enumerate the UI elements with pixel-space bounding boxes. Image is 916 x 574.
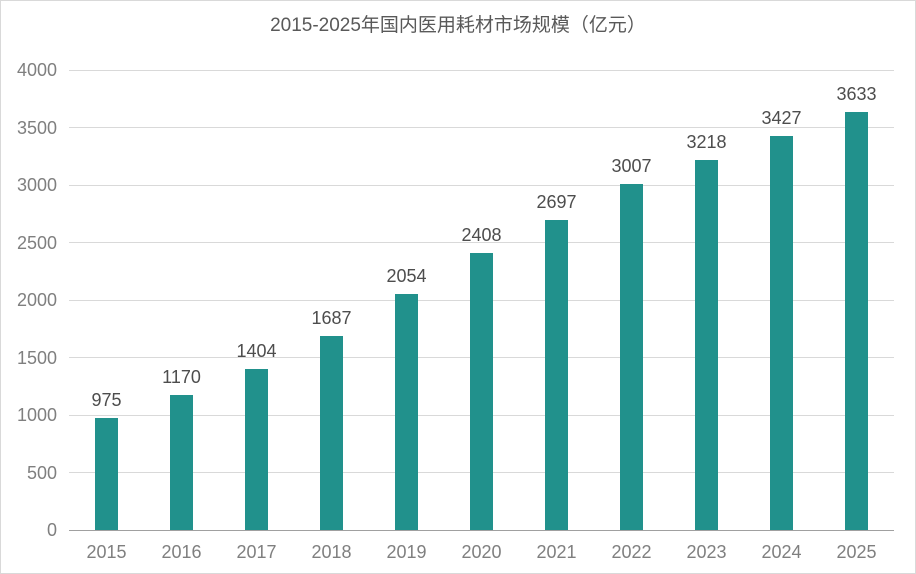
x-axis-tick-label: 2018 <box>311 542 352 562</box>
x-axis-tick-label: 2024 <box>761 542 802 562</box>
x-axis-tick-label: 2019 <box>386 542 427 562</box>
x-axis-tick-label: 2020 <box>461 542 502 562</box>
bar-2023 <box>695 159 718 530</box>
y-axis-tick-label: 4000 <box>16 60 57 80</box>
y-axis-tick-label: 3000 <box>16 175 57 195</box>
chart-title: 2015-2025年国内医用耗材市场规模（亿元） <box>270 15 646 36</box>
x-axis-tick-label: 2023 <box>686 542 727 562</box>
bar-2022 <box>620 184 643 530</box>
bar-2019 <box>395 293 418 530</box>
bar-2018 <box>320 335 343 530</box>
x-axis-tick-label: 2016 <box>161 542 202 562</box>
bar-2017 <box>245 368 268 530</box>
bar-2016 <box>170 395 193 530</box>
x-axis-tick-label: 2025 <box>836 542 877 562</box>
bar-value-label: 3633 <box>836 84 877 105</box>
y-axis-tick-label: 1000 <box>16 405 57 425</box>
bar-2021 <box>545 219 568 530</box>
bar-value-label: 3427 <box>761 107 802 128</box>
y-axis-tick-label: 500 <box>26 462 57 483</box>
y-gridline <box>69 184 894 186</box>
bar-2020 <box>470 253 493 530</box>
y-axis-tick-label: 3500 <box>16 117 57 138</box>
bar-value-label: 975 <box>91 389 122 410</box>
x-axis-tick-label: 2021 <box>536 542 577 562</box>
y-axis-tick-label: 2500 <box>16 232 57 253</box>
bar-2024 <box>770 135 793 530</box>
bar-value-label: 3218 <box>686 131 727 152</box>
bar-2015 <box>95 417 118 530</box>
y-axis-tick-label: 0 <box>46 520 57 540</box>
bar-value-label: 1404 <box>236 340 277 361</box>
y-axis-tick-label: 2000 <box>16 290 57 310</box>
y-axis-tick-label: 1500 <box>16 347 57 368</box>
x-axis-tick-label: 2022 <box>611 542 652 562</box>
y-gridline <box>69 127 894 128</box>
bar-2025 <box>845 112 868 530</box>
y-gridline <box>69 69 894 71</box>
bar-value-label: 2054 <box>386 265 427 286</box>
x-axis-tick-label: 2015 <box>86 542 127 562</box>
bar-value-label: 2408 <box>461 225 502 246</box>
bar-value-label: 1170 <box>162 367 201 388</box>
bar-value-label: 3007 <box>611 156 652 177</box>
x-axis-tick-label: 2017 <box>236 542 277 562</box>
bar-value-label: 1687 <box>311 307 352 328</box>
y-gridline <box>69 242 894 243</box>
x-axis-line <box>69 529 894 531</box>
bar-value-label: 2697 <box>536 191 577 212</box>
